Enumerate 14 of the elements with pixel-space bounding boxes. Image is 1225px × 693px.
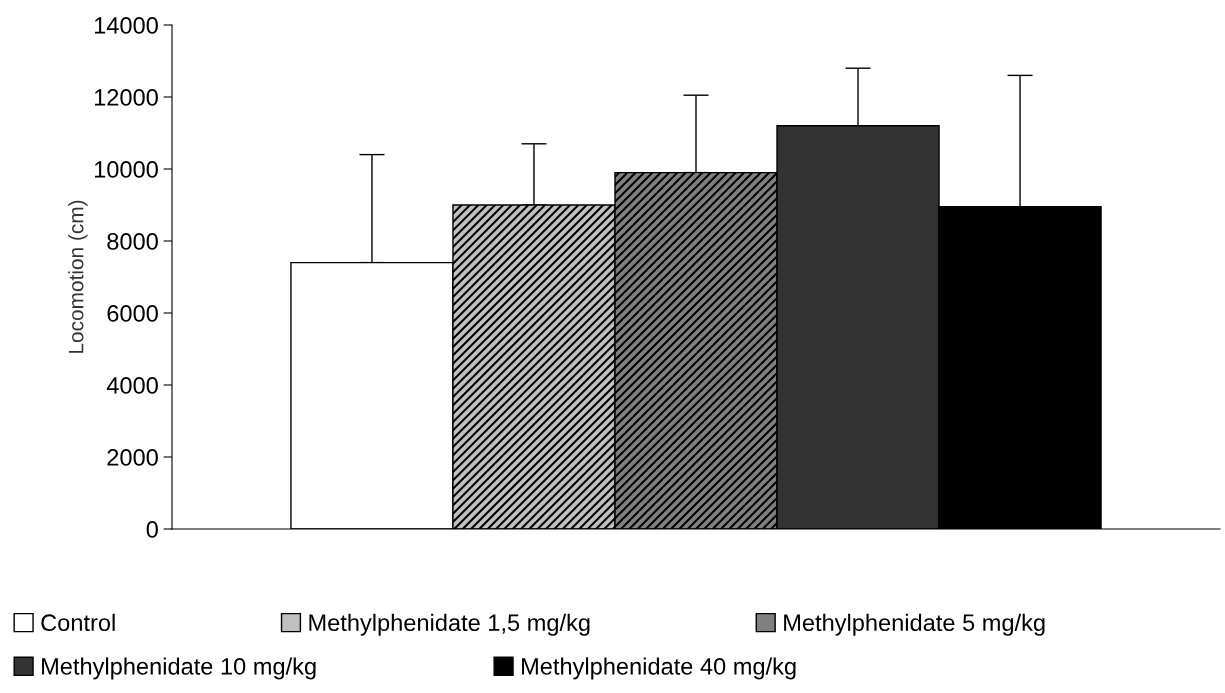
legend-label: Methylphenidate 10 mg/kg (42, 657, 316, 680)
y-tick-label: 4000 (106, 377, 158, 394)
y-tick-label: 6000 (107, 305, 158, 322)
y-tick-label: 12000 (94, 89, 158, 106)
y-tick-label: 0 (146, 521, 158, 538)
y-tick-label: 14000 (94, 17, 158, 34)
y-axis-title: Locomotion (cm) (68, 200, 88, 353)
legend-label: Methylphenidate 40 mg/kg (522, 657, 796, 680)
y-tick-label: 8000 (107, 233, 158, 250)
legend-label: Methylphenidate 5 mg/kg (784, 613, 1045, 636)
y-tick-label: 10000 (94, 161, 158, 178)
legend-label: Methylphenidate 1,5 mg/kg (309, 613, 590, 636)
y-tick-label: 2000 (107, 449, 158, 466)
legend-label: Control (41, 613, 115, 632)
